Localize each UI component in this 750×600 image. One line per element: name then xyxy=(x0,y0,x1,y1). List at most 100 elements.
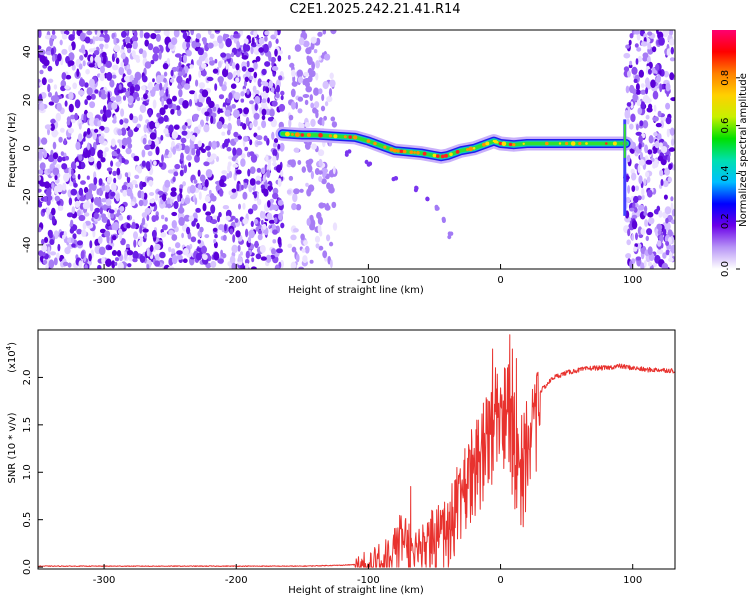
noise-speckle xyxy=(291,246,297,253)
noise-speckle xyxy=(94,89,99,94)
noise-speckle xyxy=(60,151,65,157)
noise-speckle xyxy=(272,192,279,200)
noise-speckle xyxy=(124,76,128,81)
noise-speckle xyxy=(272,155,277,163)
noise-speckle xyxy=(626,102,632,107)
noise-speckle xyxy=(130,224,137,229)
secondary-track-point xyxy=(344,150,349,155)
noise-speckle xyxy=(253,45,260,56)
noise-speckle xyxy=(98,246,106,256)
noise-speckle xyxy=(201,69,207,77)
noise-speckle xyxy=(78,187,84,196)
noise-speckle xyxy=(268,80,273,89)
noise-speckle xyxy=(96,188,100,195)
noise-speckle xyxy=(120,127,127,136)
noise-speckle xyxy=(72,82,78,90)
noise-speckle xyxy=(42,208,46,213)
noise-speckle xyxy=(305,182,309,187)
noise-speckle xyxy=(249,178,256,186)
noise-speckle xyxy=(249,75,254,80)
noise-speckle xyxy=(111,102,118,110)
noise-speckle xyxy=(178,88,183,98)
noise-speckle xyxy=(101,256,106,265)
noise-speckle xyxy=(656,248,664,255)
signal-hotspot xyxy=(343,135,347,139)
noise-speckle xyxy=(227,161,232,167)
snr-y-tick-label: 2.0 xyxy=(22,369,33,385)
noise-speckle xyxy=(172,103,177,111)
noise-speckle xyxy=(286,189,292,195)
noise-speckle xyxy=(51,215,56,224)
noise-speckle xyxy=(276,248,283,254)
noise-speckle xyxy=(236,182,240,192)
noise-speckle xyxy=(105,60,112,68)
noise-speckle xyxy=(41,244,48,252)
noise-speckle xyxy=(71,206,76,215)
noise-speckle xyxy=(43,237,49,243)
noise-speckle xyxy=(40,137,48,145)
noise-speckle xyxy=(160,134,164,141)
noise-speckle xyxy=(645,114,650,120)
noise-speckle xyxy=(117,262,124,269)
noise-speckle xyxy=(670,138,675,146)
colorbar-tick-label: 0.4 xyxy=(720,165,731,181)
noise-speckle xyxy=(235,77,240,83)
noise-speckle xyxy=(67,127,74,134)
noise-speckle xyxy=(89,202,94,212)
noise-speckle xyxy=(126,250,134,256)
noise-speckle xyxy=(180,152,184,162)
noise-speckle xyxy=(179,169,184,177)
noise-speckle xyxy=(55,112,61,122)
noise-speckle xyxy=(44,124,52,130)
noise-speckle xyxy=(173,124,180,130)
noise-speckle xyxy=(663,194,668,200)
noise-speckle xyxy=(132,40,138,50)
noise-speckle xyxy=(144,39,149,47)
noise-speckle xyxy=(89,117,96,127)
noise-speckle xyxy=(322,30,327,35)
noise-speckle xyxy=(86,111,94,119)
colorbar-tick-label: 0.6 xyxy=(720,118,731,134)
noise-speckle xyxy=(188,215,195,222)
noise-speckle xyxy=(120,61,125,68)
noise-speckle xyxy=(71,41,76,51)
noise-speckle xyxy=(160,232,167,238)
noise-speckle xyxy=(221,224,225,233)
noise-speckle xyxy=(295,204,302,211)
noise-speckle xyxy=(227,72,233,80)
noise-speckle xyxy=(246,60,250,68)
noise-speckle xyxy=(227,122,232,132)
noise-speckle xyxy=(142,197,148,207)
noise-speckle xyxy=(244,146,249,152)
noise-speckle xyxy=(47,83,51,93)
noise-speckle xyxy=(260,167,266,175)
signal-hotspot xyxy=(399,149,404,154)
noise-speckle xyxy=(272,229,278,235)
noise-speckle xyxy=(301,248,306,253)
signal-hotspot xyxy=(466,148,469,151)
secondary-track-point xyxy=(441,216,446,222)
noise-speckle xyxy=(309,259,314,264)
noise-speckle xyxy=(155,122,160,129)
noise-speckle xyxy=(302,94,310,98)
noise-speckle xyxy=(56,252,60,260)
noise-speckle xyxy=(626,118,630,125)
noise-speckle xyxy=(147,150,153,157)
snr-y-ticks: 0.0 0.5 1.0 1.5 2.0 xyxy=(22,369,43,575)
noise-speckle xyxy=(251,37,255,45)
noise-speckle xyxy=(83,113,87,123)
noise-speckle xyxy=(230,194,237,200)
noise-speckle xyxy=(176,254,183,260)
noise-speckle xyxy=(76,68,80,77)
snr-x-tick-label: 100 xyxy=(623,575,642,586)
noise-speckle xyxy=(235,147,243,156)
noise-speckle xyxy=(172,176,176,183)
noise-speckle xyxy=(100,30,104,34)
noise-speckle xyxy=(83,186,89,194)
noise-speckle xyxy=(121,137,129,147)
noise-speckle xyxy=(277,55,282,62)
noise-speckle xyxy=(154,137,159,147)
noise-speckle xyxy=(39,81,43,87)
noise-speckle xyxy=(95,136,99,146)
noise-speckle xyxy=(38,169,44,175)
